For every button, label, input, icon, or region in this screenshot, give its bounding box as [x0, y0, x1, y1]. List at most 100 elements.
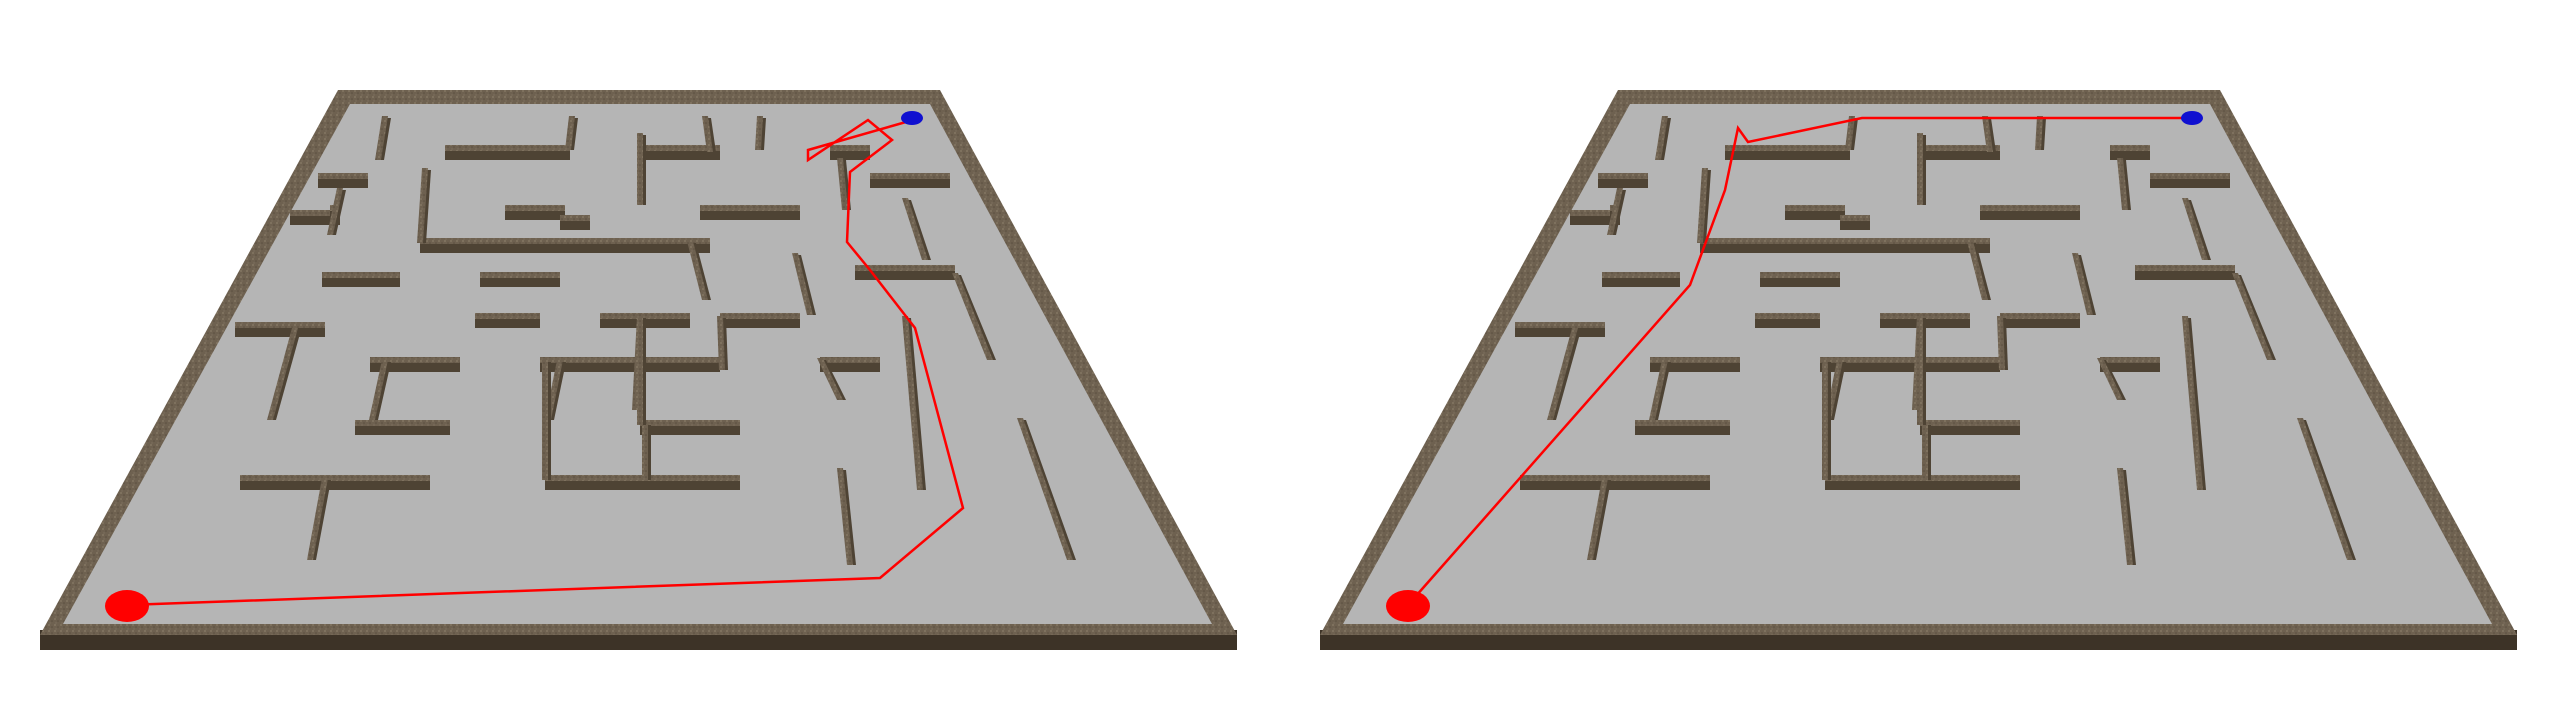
maze-wall: [505, 210, 565, 220]
maze-wall: [1635, 425, 1730, 435]
maze-wall-top: [1700, 238, 1990, 244]
maze-wall-top: [560, 215, 590, 221]
maze-wall: [640, 425, 740, 435]
maze-wall-top: [1967, 241, 1988, 300]
maze-wall-top: [1697, 168, 1708, 243]
maze-wall-top: [817, 358, 843, 400]
maze-wall: [235, 327, 325, 337]
maze-wall-top: [1547, 328, 1578, 420]
maze-wall-top: [870, 173, 950, 179]
maze-wall-top: [235, 322, 325, 328]
maze-wall-top: [290, 210, 340, 216]
maze-wall-top: [375, 116, 388, 160]
maze-wall-top: [2182, 198, 2208, 260]
maze-wall: [1520, 480, 1710, 490]
maze-wall-top: [2072, 253, 2093, 315]
maze-wall-top: [1917, 318, 1923, 425]
maze-wall-top: [837, 468, 853, 565]
maze-wall-top: [1017, 418, 1073, 560]
maze-wall-top: [417, 168, 428, 243]
maze-wall-top: [445, 145, 570, 151]
maze-wall-top: [792, 253, 813, 315]
maze-wall: [545, 480, 740, 490]
maze-wall: [720, 318, 800, 328]
maze-wall-top: [307, 478, 328, 560]
maze-wall: [1598, 178, 1648, 188]
left-maze-walls: [235, 116, 1076, 565]
maze-wall: [730, 210, 800, 220]
maze-wall-top: [1598, 173, 1648, 179]
maze-wall-top: [2100, 357, 2160, 363]
maze-wall: [370, 362, 460, 372]
maze-wall-top: [952, 273, 993, 360]
maze-wall-top: [542, 360, 548, 480]
maze-wall-top: [1649, 360, 1668, 420]
maze-wall-top: [1822, 360, 1828, 480]
maze-wall-top: [1760, 272, 1840, 278]
maze-wall: [1700, 243, 1990, 253]
maze-wall-top: [2110, 145, 2150, 151]
maze-wall-top: [1982, 116, 1993, 152]
maze-wall-top: [240, 475, 430, 481]
maze-wall: [1785, 210, 1845, 220]
maze-wall-top: [1607, 188, 1623, 235]
left-maze-panel: [40, 90, 1237, 650]
maze-wall-top: [1917, 133, 1923, 205]
maze-wall-top: [2035, 116, 2043, 150]
maze-wall-top: [1725, 145, 1850, 151]
maze-wall: [560, 220, 590, 230]
maze-wall: [830, 150, 870, 160]
maze-wall: [480, 277, 560, 287]
maze-wall: [1820, 362, 2000, 372]
maze-wall: [2000, 318, 2080, 328]
right-maze-walls: [1515, 116, 2356, 565]
maze-wall: [290, 215, 340, 225]
maze-wall: [355, 425, 450, 435]
maze-wall-top: [2097, 358, 2123, 400]
maze-wall-top: [730, 205, 800, 211]
maze-wall-top: [1922, 423, 1928, 480]
maze-wall-top: [505, 205, 565, 211]
right-maze-panel: [1320, 90, 2517, 650]
maze-wall: [2150, 178, 2230, 188]
maze-wall-top: [1635, 420, 1730, 426]
maze-wall: [640, 150, 720, 160]
maze-wall-top: [420, 238, 710, 244]
maze-wall: [1515, 327, 1605, 337]
maze-wall-top: [642, 423, 648, 480]
maze-wall-top: [1997, 316, 2005, 370]
maze-wall-top: [640, 420, 740, 426]
maze-wall-top: [540, 357, 720, 363]
maze-wall-top: [1755, 313, 1820, 319]
blue-disc-icon: [901, 111, 923, 125]
maze-wall-top: [370, 357, 460, 363]
maze-wall-top: [1570, 210, 1620, 216]
maze-wall-top: [637, 318, 643, 425]
maze-wall-top: [267, 328, 298, 420]
maze-wall-top: [369, 360, 388, 420]
maze-wall-top: [2297, 418, 2353, 560]
maze-wall-top: [1655, 116, 1668, 160]
maze-wall-top: [327, 188, 343, 235]
maze-wall-top: [1920, 420, 2020, 426]
maze-wall-top: [2010, 205, 2080, 211]
maze-wall: [322, 277, 400, 287]
left-maze-path: [126, 116, 965, 607]
maze-wall: [1840, 220, 1870, 230]
maze-wall-top: [1840, 215, 1870, 221]
maze-wall-top: [1880, 313, 1970, 319]
maze-wall-top: [687, 241, 708, 300]
maze-wall-top: [322, 272, 400, 278]
maze-wall: [2110, 150, 2150, 160]
maze-wall: [870, 178, 950, 188]
maze-wall: [445, 150, 570, 160]
maze-wall: [2135, 270, 2235, 280]
maze-wall: [1570, 215, 1620, 225]
maze-wall-top: [2000, 313, 2080, 319]
maze-wall: [1602, 277, 1680, 287]
maze-wall: [420, 243, 710, 253]
maze-wall-top: [1515, 322, 1605, 328]
maze-wall: [318, 178, 368, 188]
